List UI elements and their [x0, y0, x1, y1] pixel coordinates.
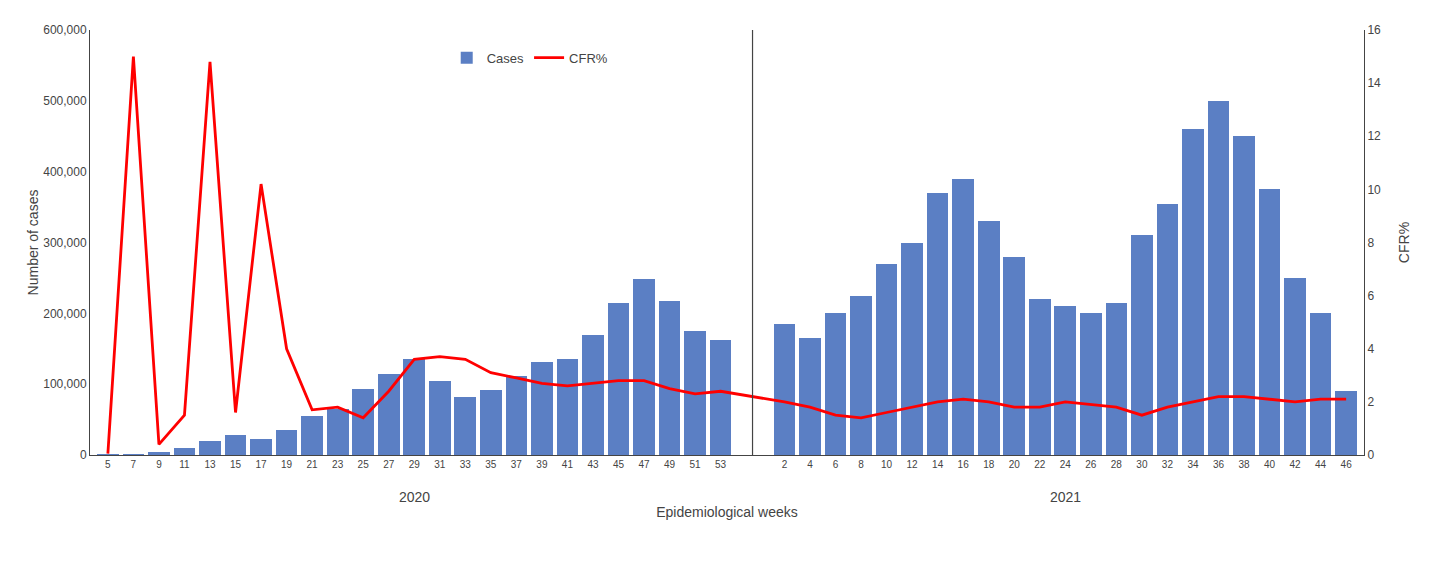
svg-text:15: 15 — [230, 459, 242, 470]
svg-text:4: 4 — [807, 459, 813, 470]
svg-text:40: 40 — [1264, 459, 1276, 470]
svg-text:16: 16 — [958, 459, 970, 470]
svg-text:16: 16 — [1367, 23, 1381, 37]
svg-text:43: 43 — [587, 459, 599, 470]
svg-text:14: 14 — [932, 459, 944, 470]
svg-text:9: 9 — [156, 459, 162, 470]
svg-text:2: 2 — [1367, 395, 1374, 409]
svg-text:33: 33 — [460, 459, 472, 470]
svg-text:Epidemiological weeks: Epidemiological weeks — [656, 504, 798, 520]
svg-text:36: 36 — [1213, 459, 1225, 470]
svg-text:19: 19 — [281, 459, 293, 470]
svg-text:53: 53 — [715, 459, 727, 470]
svg-text:10: 10 — [1367, 183, 1381, 197]
svg-text:27: 27 — [383, 459, 395, 470]
svg-text:CFR%: CFR% — [569, 51, 608, 66]
svg-text:500,000: 500,000 — [43, 94, 87, 108]
svg-text:37: 37 — [511, 459, 523, 470]
svg-text:42: 42 — [1290, 459, 1302, 470]
svg-text:200,000: 200,000 — [43, 307, 87, 321]
svg-text:44: 44 — [1315, 459, 1327, 470]
svg-text:300,000: 300,000 — [43, 236, 87, 250]
svg-text:25: 25 — [358, 459, 370, 470]
svg-text:17: 17 — [255, 459, 267, 470]
svg-text:39: 39 — [536, 459, 548, 470]
svg-text:23: 23 — [332, 459, 344, 470]
svg-text:29: 29 — [409, 459, 421, 470]
svg-text:2020: 2020 — [399, 489, 430, 505]
svg-text:2: 2 — [782, 459, 788, 470]
svg-text:8: 8 — [858, 459, 864, 470]
svg-text:12: 12 — [907, 459, 919, 470]
svg-text:4: 4 — [1367, 342, 1374, 356]
svg-text:11: 11 — [179, 459, 190, 470]
svg-text:49: 49 — [664, 459, 676, 470]
svg-text:24: 24 — [1060, 459, 1072, 470]
svg-text:20: 20 — [1009, 459, 1021, 470]
svg-text:0: 0 — [80, 448, 87, 462]
svg-text:2021: 2021 — [1050, 489, 1081, 505]
svg-text:47: 47 — [638, 459, 650, 470]
svg-text:5: 5 — [105, 459, 111, 470]
svg-text:35: 35 — [485, 459, 497, 470]
svg-text:18: 18 — [983, 459, 995, 470]
svg-text:46: 46 — [1341, 459, 1353, 470]
svg-text:10: 10 — [881, 459, 893, 470]
svg-text:34: 34 — [1187, 459, 1199, 470]
svg-text:Number of cases: Number of cases — [25, 190, 41, 296]
svg-text:CFR%: CFR% — [1396, 222, 1412, 263]
svg-text:Cases: Cases — [487, 51, 524, 66]
svg-text:400,000: 400,000 — [43, 165, 87, 179]
svg-text:6: 6 — [1367, 289, 1374, 303]
svg-text:14: 14 — [1367, 76, 1381, 90]
svg-text:28: 28 — [1111, 459, 1123, 470]
svg-text:30: 30 — [1136, 459, 1148, 470]
svg-text:13: 13 — [204, 459, 216, 470]
svg-text:45: 45 — [613, 459, 625, 470]
svg-text:38: 38 — [1238, 459, 1250, 470]
svg-text:31: 31 — [434, 459, 446, 470]
svg-text:21: 21 — [307, 459, 319, 470]
svg-text:6: 6 — [833, 459, 839, 470]
svg-text:100,000: 100,000 — [43, 377, 87, 391]
svg-text:600,000: 600,000 — [43, 23, 87, 37]
svg-text:0: 0 — [1367, 448, 1374, 462]
svg-text:32: 32 — [1162, 459, 1174, 470]
svg-text:26: 26 — [1085, 459, 1097, 470]
svg-text:12: 12 — [1367, 129, 1381, 143]
svg-text:22: 22 — [1034, 459, 1046, 470]
svg-text:51: 51 — [690, 459, 702, 470]
svg-text:8: 8 — [1367, 236, 1374, 250]
svg-text:7: 7 — [131, 459, 137, 470]
svg-text:41: 41 — [562, 459, 574, 470]
